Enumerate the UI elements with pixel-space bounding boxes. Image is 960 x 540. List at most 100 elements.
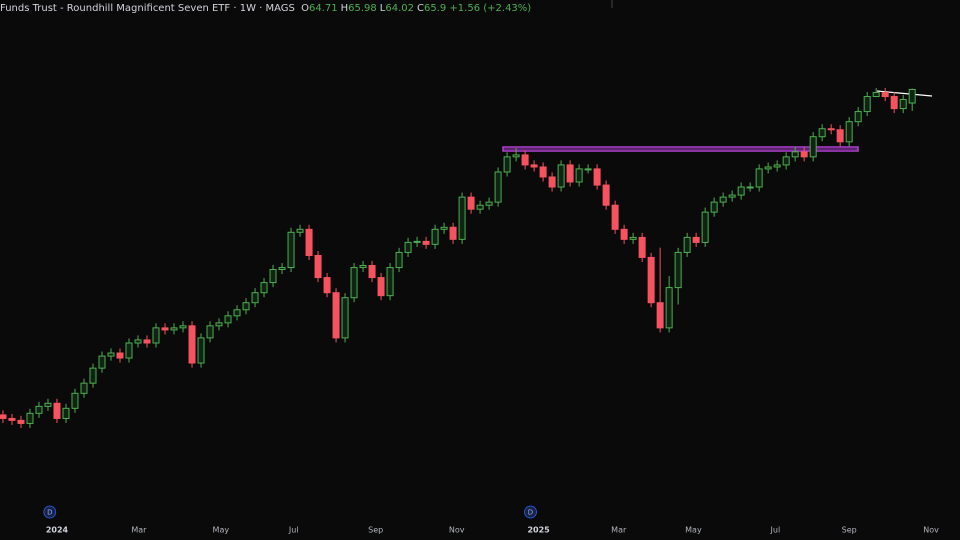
- candle-body: [773, 164, 781, 168]
- event-badge: [524, 505, 537, 519]
- ohlc-value: 64.02: [385, 3, 414, 14]
- candle-body: [638, 236, 646, 258]
- candle-body: [404, 241, 412, 253]
- candle-body: [737, 186, 745, 196]
- candle-body: [260, 282, 268, 294]
- candle-body: [332, 292, 340, 339]
- candle-body: [287, 231, 295, 269]
- ohlc-value: 65.9: [423, 3, 447, 14]
- candle-body: [746, 186, 754, 189]
- x-tick-label: 2024: [46, 526, 69, 535]
- candle-body: [602, 184, 610, 206]
- candle-body: [116, 352, 124, 359]
- candle-body: [755, 168, 763, 188]
- event-badge: [43, 505, 57, 519]
- candle-body: [197, 337, 205, 364]
- candle-body: [134, 339, 142, 344]
- candle-body: [179, 325, 187, 329]
- candle-body: [656, 302, 664, 329]
- event-label: D: [528, 509, 533, 517]
- candle-body: [485, 201, 493, 206]
- candle-body: [440, 226, 448, 230]
- candle-body: [152, 327, 160, 344]
- candle-body: [269, 268, 277, 284]
- candle-body: [278, 267, 286, 270]
- candle-body: [395, 251, 403, 269]
- candle-body: [818, 128, 826, 138]
- candle-body: [17, 419, 25, 424]
- x-tick-label: Mar: [611, 526, 627, 535]
- x-tick-label: Nov: [449, 526, 465, 535]
- candle-body: [494, 171, 502, 203]
- event-label: D: [47, 509, 52, 517]
- candle-body: [170, 327, 178, 331]
- candle-body: [386, 267, 394, 297]
- candle-body: [881, 92, 889, 98]
- candle-body: [764, 166, 772, 170]
- ohlc-values: O64.71 H65.98 L64.02 C65.9: [298, 3, 446, 14]
- x-tick-label: Mar: [131, 526, 147, 535]
- candle-body: [35, 405, 43, 414]
- ohlc-value: 65.98: [348, 3, 377, 14]
- candle-body: [206, 325, 214, 339]
- candle-body: [575, 168, 583, 183]
- candle-body: [854, 111, 862, 123]
- candle-body: [8, 417, 16, 421]
- candle-body: [611, 204, 619, 230]
- candle-body: [125, 342, 133, 359]
- candle-body: [224, 315, 232, 324]
- x-tick-label: Jul: [288, 526, 299, 535]
- title: Funds Trust - Roundhill Magnificent Seve…: [0, 3, 295, 14]
- candle-body: [908, 88, 916, 104]
- candle-body: [368, 265, 376, 279]
- candle-body: [800, 151, 808, 158]
- candle-body: [26, 412, 34, 424]
- candle-body: [710, 201, 718, 213]
- candle-body: [422, 240, 430, 245]
- change: +1.56 (+2.43%): [449, 3, 532, 14]
- candle-body: [215, 322, 223, 327]
- candle-body: [503, 156, 511, 173]
- candle-body: [350, 267, 358, 299]
- candle-body: [701, 211, 709, 243]
- candle-body: [44, 402, 52, 407]
- candle-body: [314, 254, 322, 279]
- candle-body: [80, 382, 88, 394]
- x-tick-label: May: [685, 526, 702, 535]
- candle-body: [593, 168, 601, 186]
- candle-body: [107, 352, 115, 357]
- ohlc-key: L: [379, 3, 386, 14]
- candle-body: [377, 277, 385, 297]
- candle-body: [71, 392, 79, 409]
- candle-body: [557, 164, 565, 188]
- candle-body: [521, 154, 529, 166]
- candle-body: [548, 176, 556, 188]
- candle-body: [251, 292, 259, 304]
- candle-body: [584, 168, 592, 171]
- candle-body: [836, 129, 844, 143]
- candle-body: [620, 228, 628, 240]
- ohlc-key: O: [301, 3, 309, 14]
- candle-body: [872, 92, 880, 98]
- candle-body: [458, 196, 466, 240]
- x-tick-label: Sep: [842, 526, 857, 535]
- candle-body: [899, 98, 907, 110]
- candle-body: [512, 154, 520, 158]
- candle-body: [431, 228, 439, 245]
- candle-body: [305, 228, 313, 256]
- candle-body: [692, 236, 700, 243]
- x-tick-label: Nov: [923, 526, 939, 535]
- ohlc-key: H: [340, 3, 349, 14]
- candle-body: [233, 309, 241, 317]
- candle-body: [674, 251, 682, 289]
- x-tick-label: 2025: [527, 526, 550, 535]
- candle-body: [530, 164, 538, 168]
- candle-body: [791, 151, 799, 158]
- candle-body: [683, 236, 691, 253]
- candle-body: [359, 265, 367, 269]
- candle-body: [647, 256, 655, 304]
- x-tick-label: Sep: [368, 526, 383, 535]
- candle-body: [89, 367, 97, 384]
